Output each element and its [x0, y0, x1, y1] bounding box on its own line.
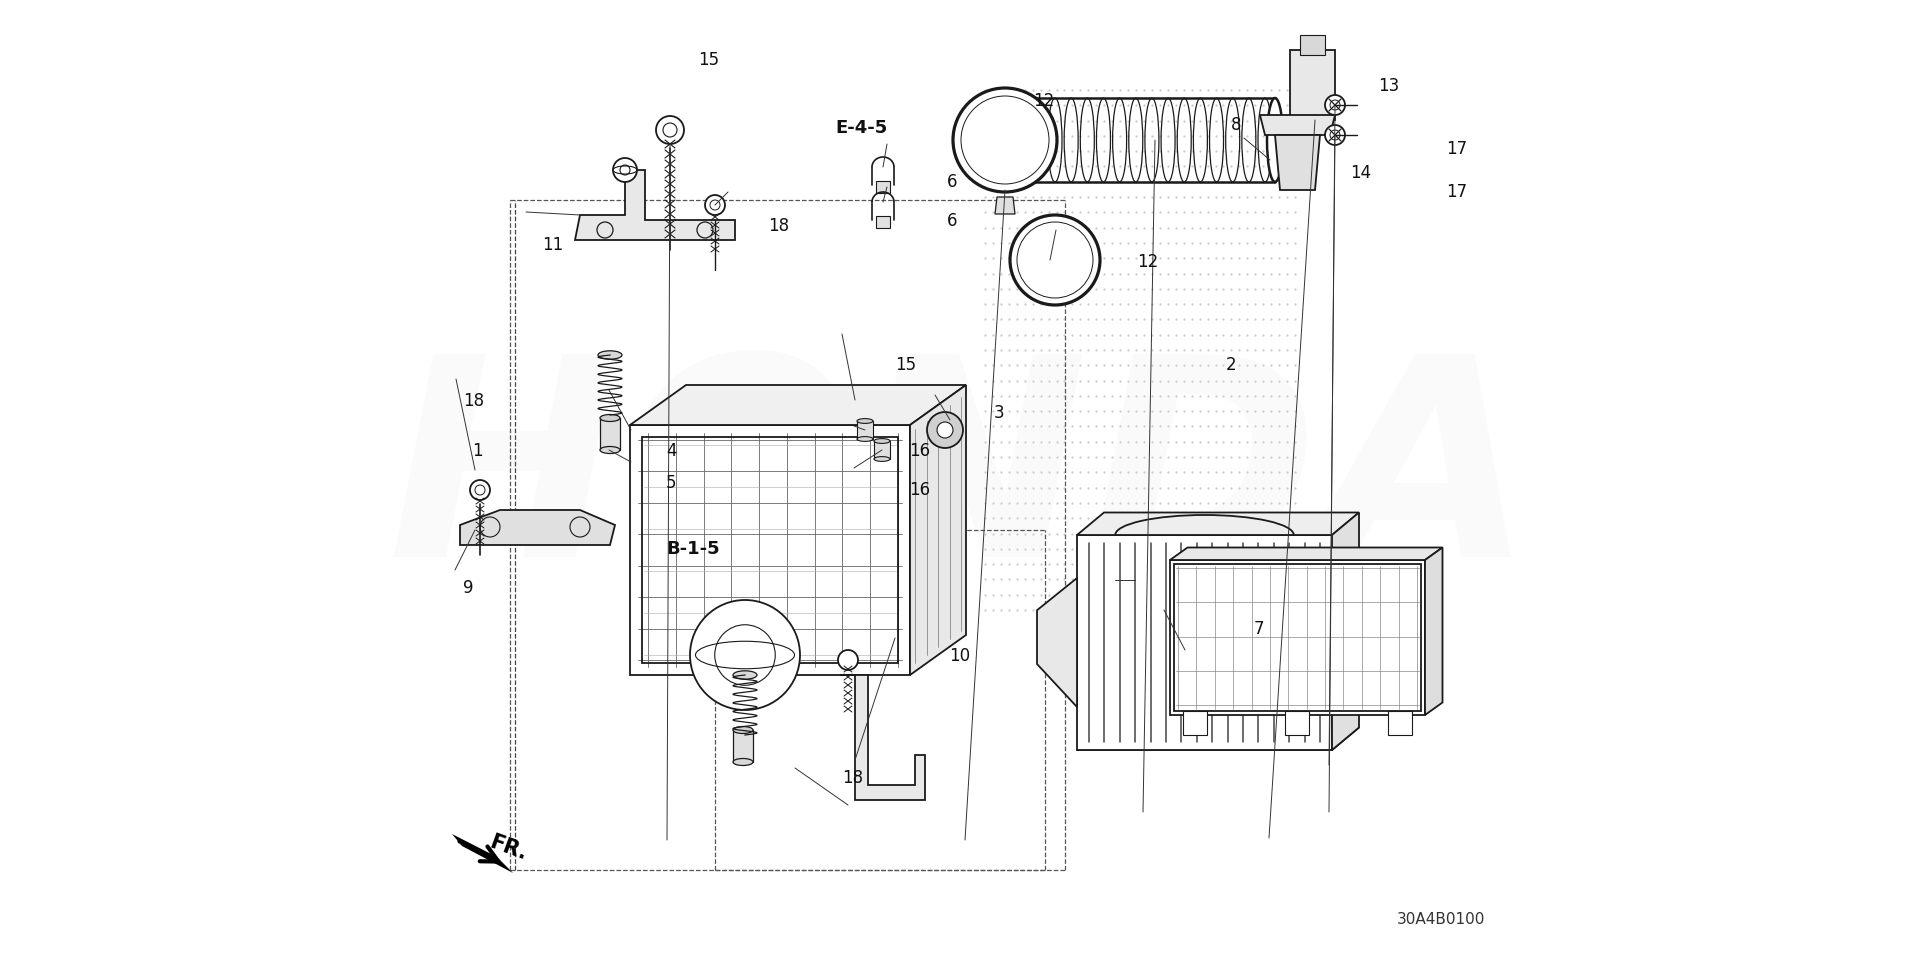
Text: 9: 9	[463, 579, 474, 596]
Ellipse shape	[856, 419, 874, 423]
Bar	[1286, 711, 1309, 735]
Text: 7: 7	[1254, 620, 1263, 637]
Circle shape	[1010, 215, 1100, 305]
Polygon shape	[841, 675, 925, 800]
Text: B-1-5: B-1-5	[666, 540, 720, 558]
Text: 15: 15	[697, 52, 718, 69]
Text: 30A4B0100: 30A4B0100	[1398, 912, 1486, 927]
Circle shape	[705, 195, 726, 215]
Circle shape	[927, 412, 964, 448]
Polygon shape	[1037, 578, 1077, 707]
Polygon shape	[461, 510, 614, 545]
Ellipse shape	[874, 439, 891, 444]
Ellipse shape	[599, 446, 620, 453]
Circle shape	[612, 158, 637, 182]
Text: 10: 10	[948, 647, 970, 664]
Circle shape	[937, 422, 952, 438]
Bar	[1183, 711, 1208, 735]
Bar	[1388, 711, 1411, 735]
Text: FR.: FR.	[488, 832, 530, 864]
Polygon shape	[910, 385, 966, 675]
Ellipse shape	[599, 415, 620, 421]
Ellipse shape	[1267, 98, 1283, 182]
Bar	[1300, 35, 1325, 55]
Text: 6: 6	[947, 174, 956, 191]
Ellipse shape	[856, 437, 874, 442]
Polygon shape	[574, 170, 735, 240]
Bar	[1290, 50, 1334, 120]
Polygon shape	[1425, 547, 1442, 715]
Polygon shape	[1275, 135, 1319, 190]
Circle shape	[689, 600, 801, 710]
Bar	[876, 216, 891, 228]
Text: 5: 5	[666, 474, 676, 492]
Polygon shape	[995, 197, 1016, 214]
Text: 16: 16	[910, 481, 931, 498]
Text: 17: 17	[1446, 140, 1467, 157]
Text: 18: 18	[843, 769, 864, 786]
Polygon shape	[1332, 513, 1359, 750]
Ellipse shape	[733, 671, 756, 680]
Text: 18: 18	[768, 217, 789, 234]
Circle shape	[657, 116, 684, 144]
Text: 16: 16	[910, 443, 931, 460]
Text: 18: 18	[463, 393, 484, 410]
Text: 11: 11	[541, 236, 563, 253]
Polygon shape	[630, 385, 966, 425]
Bar	[1173, 564, 1421, 711]
Text: 12: 12	[1137, 253, 1158, 271]
Polygon shape	[630, 425, 910, 675]
Circle shape	[952, 88, 1058, 192]
Polygon shape	[451, 834, 513, 873]
Bar	[874, 441, 891, 459]
Polygon shape	[1169, 547, 1442, 560]
Text: 17: 17	[1446, 183, 1467, 201]
Text: 15: 15	[895, 356, 916, 373]
Text: 1: 1	[472, 443, 482, 460]
Text: 6: 6	[947, 212, 956, 229]
Polygon shape	[1077, 513, 1359, 535]
Text: 12: 12	[1033, 92, 1054, 109]
Polygon shape	[1169, 560, 1425, 715]
Text: 14: 14	[1350, 164, 1371, 181]
Text: HONDA: HONDA	[386, 345, 1534, 615]
Circle shape	[1325, 95, 1346, 115]
Circle shape	[1325, 125, 1346, 145]
Text: 2: 2	[1225, 356, 1236, 373]
Polygon shape	[1077, 535, 1332, 750]
Ellipse shape	[597, 350, 622, 359]
Ellipse shape	[733, 758, 753, 765]
FancyArrowPatch shape	[459, 841, 499, 861]
Bar	[641, 437, 899, 663]
Text: 4: 4	[666, 443, 676, 460]
Text: E-4-5: E-4-5	[835, 119, 887, 136]
Text: 13: 13	[1379, 78, 1400, 95]
Circle shape	[470, 480, 490, 500]
Bar	[599, 418, 620, 450]
Text: 3: 3	[995, 404, 1004, 421]
Bar	[876, 181, 891, 193]
Bar	[733, 730, 753, 762]
Polygon shape	[1077, 728, 1359, 750]
Text: 8: 8	[1231, 116, 1242, 133]
Circle shape	[837, 650, 858, 670]
Ellipse shape	[1027, 98, 1043, 182]
Ellipse shape	[874, 457, 891, 462]
Ellipse shape	[733, 727, 753, 733]
Bar	[856, 421, 874, 439]
Polygon shape	[1260, 115, 1334, 135]
